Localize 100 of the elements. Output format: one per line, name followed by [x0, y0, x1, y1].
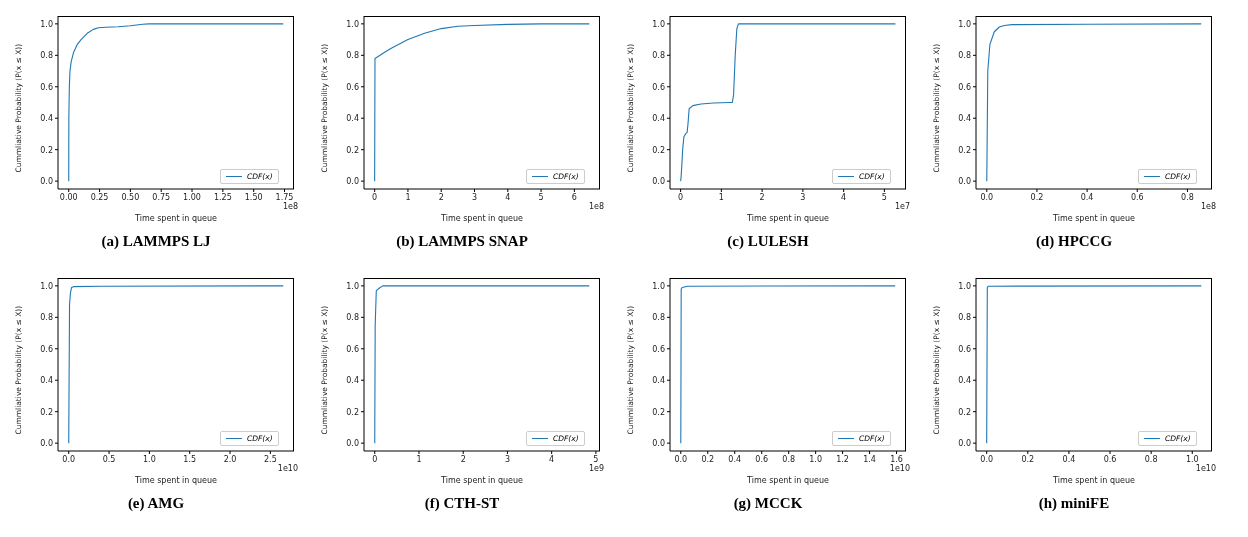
y-tick-label: 1.0	[346, 281, 359, 291]
x-tick-label: 1.50	[244, 192, 263, 202]
y-tick-label: 0.8	[346, 51, 359, 61]
text: 1e10	[277, 464, 298, 473]
y-tick-label: 0.6	[958, 82, 971, 92]
y-tick-label: 0.8	[40, 313, 53, 323]
x-tick-label: 1.00	[183, 192, 201, 202]
x-tick-label: 0.4	[1080, 192, 1094, 202]
line-series	[68, 23, 284, 182]
y-tick-label: 0.8	[652, 313, 665, 323]
y-tick-label: 0.4	[40, 114, 53, 124]
y-tick-label: 1.0	[40, 19, 53, 29]
x-axis-title: Time spent in queue	[440, 214, 524, 223]
x-tick-label: 1.0	[143, 454, 156, 464]
y-tick-label: 0.2	[958, 407, 971, 417]
x-tick-label: 4	[505, 192, 511, 202]
y-tick-label: 1.0	[652, 19, 665, 29]
x-tick-label: 2	[438, 192, 444, 202]
y-tick-label: 0.8	[40, 51, 53, 61]
text: 1e10	[889, 464, 910, 473]
x-axis-title: Time spent in queue	[746, 214, 830, 223]
x-tick-label: 0.2	[701, 454, 715, 464]
x-tick-label: 0.6	[1103, 454, 1117, 464]
y-tick-label: 0.4	[958, 114, 971, 124]
line-series	[680, 23, 896, 182]
y-tick-label: 1.0	[652, 281, 665, 291]
y-tick-label: 0.6	[652, 82, 665, 92]
y-tick-label: 0.4	[652, 114, 665, 124]
x-tick-label: 1.25	[213, 192, 232, 202]
y-tick-label: 0.2	[652, 407, 665, 417]
x-tick-label: 1.6	[890, 454, 903, 464]
y-tick-label: 0.8	[346, 313, 359, 323]
x-tick-label: 0	[372, 454, 378, 464]
y-tick-label: 0.2	[40, 407, 53, 417]
y-tick-label: 0.0	[958, 176, 971, 186]
y-tick-label: 0.8	[958, 51, 971, 61]
y-tick-label: 0.4	[652, 376, 665, 386]
text: 1e9	[588, 464, 604, 473]
x-tick-label: 2	[460, 454, 466, 464]
x-tick-label: 0.0	[980, 192, 994, 202]
x-tick-label: 1	[405, 192, 411, 202]
line-series	[374, 285, 590, 444]
x-tick-label: 1.4	[863, 454, 876, 464]
y-tick-label: 0.4	[346, 376, 359, 386]
x-tick-label: 0.0	[674, 454, 688, 464]
text: (e) AMG	[126, 495, 186, 512]
x-tick-label: 0.5	[102, 454, 116, 464]
x-tick-label: 2.0	[223, 454, 237, 464]
y-tick-label: 0.0	[346, 176, 359, 186]
text: (h) miniFE	[1037, 495, 1111, 512]
x-tick-label: 3	[471, 192, 478, 202]
y-tick-label: 0.6	[40, 344, 53, 354]
x-tick-label: 0	[678, 192, 684, 202]
y-tick-label: 0.8	[958, 313, 971, 323]
y-tick-label: 0.2	[346, 145, 359, 155]
y-tick-label: 0.6	[40, 82, 53, 92]
x-tick-label: 1	[718, 192, 724, 202]
text: (d) HPCCG	[1034, 233, 1114, 250]
x-tick-label: 0.8	[1181, 192, 1194, 202]
x-tick-label: 4	[841, 192, 847, 202]
y-tick-label: 1.0	[346, 19, 359, 29]
x-axis-title: Time spent in queue	[134, 476, 218, 485]
x-tick-label: 5	[593, 454, 599, 464]
line-series	[68, 285, 284, 444]
y-tick-label: 0.8	[652, 51, 665, 61]
x-tick-label: 0.8	[782, 454, 796, 464]
x-tick-label: 0.25	[90, 192, 109, 202]
x-tick-label: 6	[571, 192, 577, 202]
x-tick-label: 1.2	[836, 454, 849, 464]
y-tick-label: 0.2	[958, 145, 971, 155]
x-tick-label: 5	[881, 192, 887, 202]
x-axis-title: Time spent in queue	[440, 476, 524, 485]
y-tick-label: 0.0	[40, 176, 53, 186]
y-tick-label: 0.6	[346, 82, 359, 92]
x-tick-label: 1.0	[809, 454, 823, 464]
x-tick-label: 4	[549, 454, 555, 464]
line-series	[374, 23, 590, 182]
y-tick-label: 1.0	[958, 19, 971, 29]
y-tick-label: 0.2	[346, 407, 359, 417]
x-tick-label: 0.2	[1021, 454, 1035, 464]
x-tick-label: 1.0	[1185, 454, 1199, 464]
y-tick-label: 0.0	[652, 438, 665, 448]
x-tick-label: 0.4	[728, 454, 742, 464]
y-tick-label: 0.0	[40, 438, 53, 448]
x-tick-label: 0.0	[980, 454, 994, 464]
x-tick-label: 0	[372, 192, 378, 202]
x-axis-title: Time spent in queue	[134, 214, 218, 223]
text: (a) LAMMPS LJ	[100, 233, 212, 250]
text: (f) CTH-ST	[423, 495, 501, 512]
y-tick-label: 0.0	[958, 438, 971, 448]
x-tick-label: 2	[759, 192, 765, 202]
y-tick-label: 0.0	[652, 176, 665, 186]
y-tick-label: 0.2	[652, 145, 665, 155]
x-axis-title: Time spent in queue	[1052, 476, 1136, 485]
line-series	[680, 285, 896, 444]
x-tick-label: 0.0	[62, 454, 76, 464]
y-tick-label: 0.4	[958, 376, 971, 386]
x-tick-label: 0.4	[1062, 454, 1076, 464]
text: (c) LULESH	[726, 233, 810, 250]
x-tick-label: 0.2	[1030, 192, 1044, 202]
